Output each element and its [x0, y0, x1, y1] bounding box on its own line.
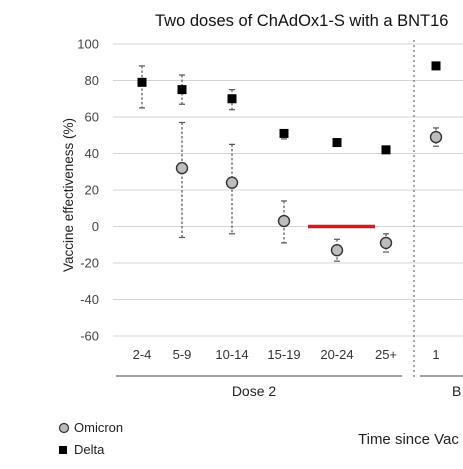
group-brackets: Dose 2 B — [116, 375, 463, 399]
y-tick-label: 60 — [85, 110, 99, 125]
x-tick-label: 15-19 — [267, 347, 300, 362]
y-tick-labels: 100 80 60 40 20 0 -20 -40 -60 — [77, 37, 99, 344]
x-tick-label: 5-9 — [173, 347, 192, 362]
legend-omicron-label: Omicron — [74, 420, 123, 435]
delta-point — [177, 85, 187, 95]
x-tick-label: 2-4 — [133, 347, 152, 362]
y-tick-label: 100 — [77, 37, 99, 52]
y-tick-label: 20 — [85, 183, 99, 198]
x-tick-labels: 2-4 5-9 10-14 15-19 20-24 25+ 1 — [133, 347, 440, 362]
omicron-point — [379, 236, 393, 250]
x-tick-label: 1 — [432, 347, 439, 362]
delta-point — [431, 61, 441, 71]
omicron-point — [330, 244, 344, 257]
omicron-point — [175, 161, 189, 175]
y-tick-label: 80 — [85, 73, 99, 88]
y-axis-label: Vaccine effectiveness (%) — [61, 118, 76, 272]
y-tick-label: -20 — [80, 256, 99, 271]
x-tick-label: 20-24 — [320, 347, 353, 362]
omicron-point — [225, 176, 239, 189]
data-points — [137, 61, 443, 257]
y-tick-label: -40 — [80, 292, 99, 307]
legend-delta-label: Delta — [74, 442, 105, 457]
legend: Omicron Delta — [58, 420, 123, 457]
x-axis-label: Time since Vac — [358, 431, 459, 448]
legend-omicron-marker — [58, 422, 70, 434]
legend-delta-marker — [59, 446, 67, 454]
y-tick-label: 0 — [92, 219, 99, 234]
delta-point — [137, 77, 147, 87]
delta-point — [381, 145, 391, 155]
y-tick-label: -60 — [80, 329, 99, 344]
grid — [113, 43, 463, 337]
x-tick-label: 10-14 — [215, 347, 248, 362]
omicron-point — [277, 214, 291, 228]
group-label-dose-2: Dose 2 — [232, 383, 277, 399]
group-label-b: B — [452, 383, 461, 399]
delta-point — [227, 94, 237, 104]
omicron-point — [429, 130, 443, 144]
x-tick-label: 25+ — [375, 347, 397, 362]
delta-point — [279, 128, 289, 138]
y-tick-label: 40 — [85, 146, 99, 161]
chart-title: Two doses of ChAdOx1-S with a BNT16 — [155, 12, 448, 30]
delta-point — [332, 138, 342, 148]
